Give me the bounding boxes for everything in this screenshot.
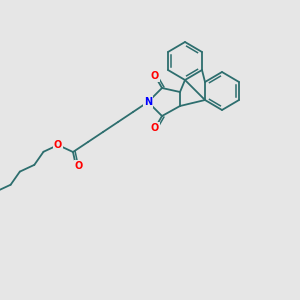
Text: O: O — [151, 71, 159, 81]
Text: O: O — [151, 123, 159, 133]
Text: O: O — [54, 140, 62, 150]
Text: O: O — [75, 161, 83, 171]
Text: N: N — [144, 97, 152, 107]
